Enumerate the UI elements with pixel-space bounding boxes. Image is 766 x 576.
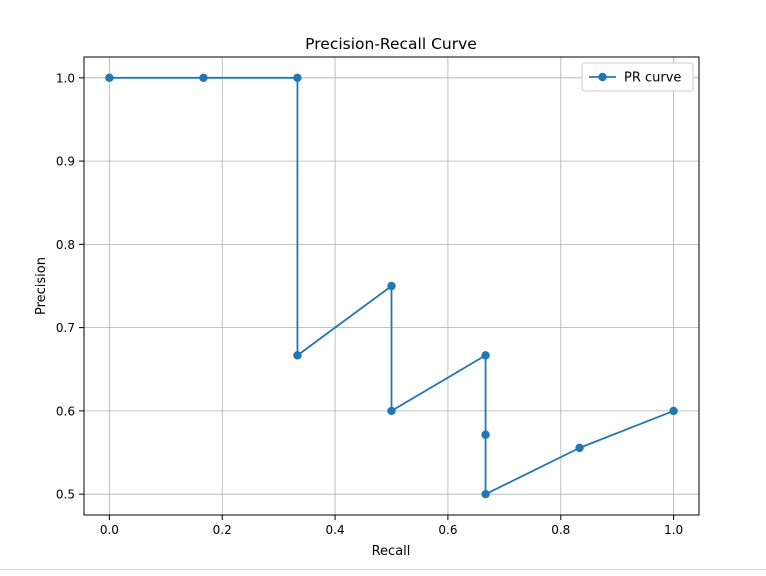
plot-frame [83, 56, 700, 516]
y-tick-label: 0.8 [56, 238, 75, 252]
axis-ticks: 0.0 0.2 0.4 0.6 0.8 1.0 0.5 0.6 0.7 0.8 0.9 1.0 [56, 71, 683, 537]
data-point [575, 443, 584, 453]
x-tick-label: 0.4 [326, 523, 345, 537]
legend-box [581, 62, 694, 92]
data-point [481, 351, 490, 360]
bottom-divider [0, 569, 766, 570]
data-point [669, 406, 678, 416]
x-tick-label: 0.0 [100, 523, 119, 537]
data-point [105, 73, 114, 83]
x-tick-label: 0.6 [438, 523, 457, 537]
data-point [293, 73, 302, 83]
data-point [387, 281, 396, 291]
y-tick-label: 1.0 [56, 71, 75, 85]
data-point [387, 406, 396, 416]
series-layer [105, 73, 678, 499]
x-tick-label: 0.8 [551, 523, 570, 537]
y-tick-label: 0.5 [56, 488, 75, 502]
legend: PR curve [581, 62, 694, 92]
data-point [481, 430, 490, 439]
y-tick-label: 0.9 [56, 155, 75, 169]
data-point [199, 73, 208, 83]
x-tick-label: 1.0 [664, 523, 683, 537]
legend-label: PR curve [624, 71, 681, 86]
chart-title: Precision-Recall Curve [305, 35, 477, 53]
legend-marker [598, 72, 607, 82]
x-tick-label: 0.2 [213, 523, 232, 537]
y-tick-label: 0.7 [56, 321, 75, 335]
data-point [293, 351, 302, 360]
y-axis-label: Precision [34, 257, 49, 315]
y-tick-label: 0.6 [56, 404, 75, 418]
x-axis-label: Recall [372, 544, 411, 559]
data-point [481, 489, 490, 499]
